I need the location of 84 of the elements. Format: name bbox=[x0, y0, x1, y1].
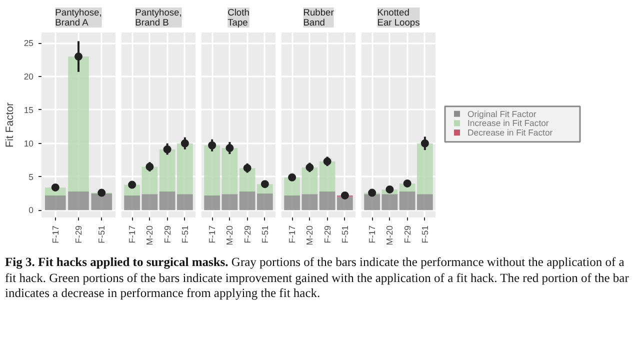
x-tick-label: F-51 bbox=[180, 225, 190, 244]
bar bbox=[177, 194, 193, 210]
bar bbox=[417, 194, 433, 210]
x-tick-label: F-17 bbox=[50, 225, 60, 244]
x-tick-label: M-20 bbox=[144, 225, 155, 246]
point bbox=[180, 139, 189, 148]
bar bbox=[417, 143, 433, 194]
bar bbox=[319, 191, 336, 210]
chart-title: Cloth Tape bbox=[228, 8, 250, 28]
point bbox=[146, 162, 154, 171]
bar bbox=[142, 194, 158, 210]
bar bbox=[204, 195, 220, 210]
bar bbox=[177, 143, 193, 194]
chart-title: Knotted Ear Loops bbox=[377, 8, 420, 28]
x-tick-label: F-51 bbox=[260, 225, 270, 244]
y-tick-label: 5 bbox=[28, 172, 34, 182]
x-tick-label: M-20 bbox=[304, 225, 315, 246]
x-tick-label: F-29 bbox=[162, 225, 172, 244]
x-tick-label: F-29 bbox=[74, 225, 84, 244]
point bbox=[226, 144, 234, 152]
legend-label: Increase in Fit Factor bbox=[468, 118, 549, 128]
x-tick-label: M-20 bbox=[384, 225, 395, 246]
x-tick-label: F-17 bbox=[287, 225, 298, 244]
chart-title: Pantyhose, Brand B bbox=[135, 8, 182, 28]
point bbox=[128, 180, 136, 189]
x-tick-label: F-29 bbox=[322, 225, 332, 244]
legend-label: Decrease in Fit Factor bbox=[468, 128, 553, 138]
x-tick-label: F-17 bbox=[127, 225, 138, 244]
chart-title: Rubber Band bbox=[303, 8, 334, 28]
y-tick-label: 15 bbox=[24, 104, 34, 115]
x-tick-label: F-17 bbox=[367, 225, 378, 244]
caption: Fig 3. Fit hacks applied to surgical masks. bbox=[5, 255, 228, 269]
bar bbox=[222, 148, 238, 194]
point bbox=[243, 164, 252, 172]
x-tick-label: F-51 bbox=[96, 225, 107, 244]
point bbox=[340, 191, 349, 200]
bar bbox=[222, 194, 238, 210]
bar bbox=[204, 145, 220, 196]
bar bbox=[319, 161, 336, 192]
point bbox=[208, 141, 216, 150]
point bbox=[323, 157, 332, 166]
legend-label: Original Fit Factor bbox=[468, 108, 536, 119]
point bbox=[420, 139, 429, 148]
x-tick-label: F-51 bbox=[340, 225, 350, 244]
bar bbox=[91, 193, 112, 210]
point bbox=[260, 180, 269, 188]
bar bbox=[44, 195, 66, 210]
y-tick-label: 0 bbox=[28, 205, 34, 216]
bar bbox=[257, 193, 273, 210]
bar bbox=[364, 194, 380, 210]
point bbox=[386, 185, 394, 194]
x-tick-label: F-51 bbox=[420, 225, 430, 244]
y-tick-label: 10 bbox=[24, 138, 34, 148]
x-tick-label: F-29 bbox=[242, 225, 252, 244]
x-tick-label: F-29 bbox=[402, 225, 412, 244]
y-tick-label: 20 bbox=[24, 72, 34, 82]
point bbox=[51, 183, 60, 192]
bar bbox=[68, 56, 89, 192]
bar bbox=[68, 191, 89, 210]
y-axis-title: Fit Factor bbox=[4, 102, 16, 148]
y-tick-label: 25 bbox=[24, 38, 34, 48]
bar bbox=[159, 149, 176, 192]
bar bbox=[142, 166, 158, 194]
bar bbox=[124, 195, 140, 210]
bar bbox=[302, 194, 318, 210]
point bbox=[74, 52, 82, 61]
bar bbox=[382, 194, 398, 210]
bar bbox=[399, 191, 416, 210]
point bbox=[98, 188, 106, 197]
point bbox=[163, 145, 172, 154]
bar bbox=[284, 177, 300, 196]
point bbox=[306, 163, 314, 172]
bar bbox=[302, 167, 318, 194]
bar bbox=[159, 191, 176, 210]
chart-title: Pantyhose, Brand A bbox=[55, 8, 102, 28]
point bbox=[288, 173, 296, 182]
point bbox=[403, 179, 412, 188]
bar bbox=[239, 168, 256, 192]
point bbox=[368, 188, 376, 197]
x-tick-label: F-17 bbox=[207, 225, 218, 244]
x-tick-label: M-20 bbox=[224, 225, 235, 246]
bar bbox=[239, 191, 256, 210]
bar bbox=[284, 195, 300, 210]
bar bbox=[337, 196, 353, 210]
